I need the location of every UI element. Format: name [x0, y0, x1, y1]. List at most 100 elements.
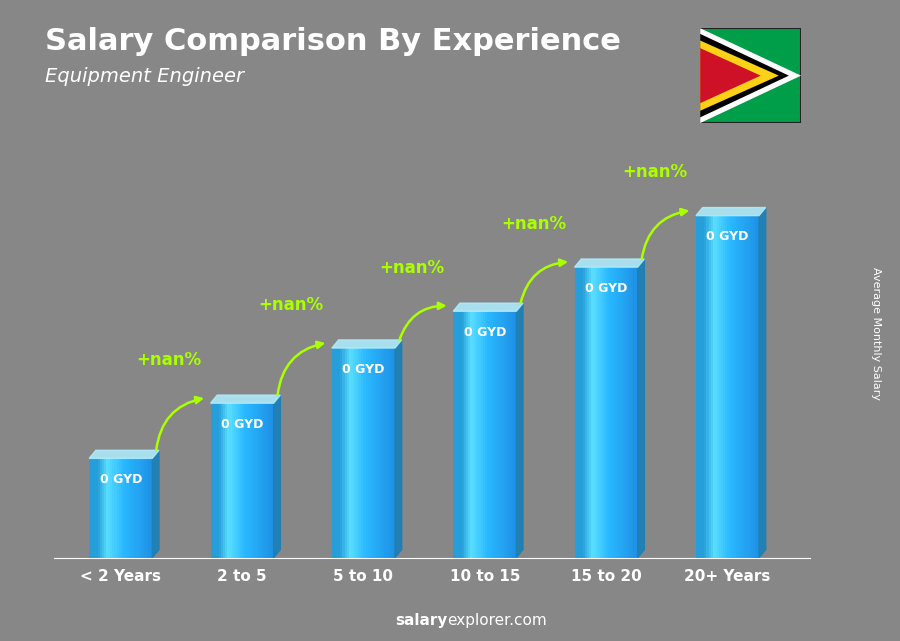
- Bar: [623, 267, 626, 558]
- Bar: [757, 215, 760, 558]
- Bar: [504, 312, 506, 558]
- Bar: [272, 403, 274, 558]
- Text: 0 GYD: 0 GYD: [220, 418, 264, 431]
- Bar: [510, 312, 512, 558]
- Bar: [501, 312, 504, 558]
- Polygon shape: [454, 303, 523, 312]
- Bar: [104, 458, 106, 558]
- Bar: [746, 215, 749, 558]
- Bar: [715, 215, 717, 558]
- Bar: [721, 215, 724, 558]
- Bar: [256, 403, 259, 558]
- Bar: [211, 403, 212, 558]
- Bar: [634, 267, 635, 558]
- Bar: [635, 267, 638, 558]
- Bar: [708, 215, 711, 558]
- Bar: [466, 312, 468, 558]
- Bar: [91, 458, 94, 558]
- Text: 0 GYD: 0 GYD: [706, 230, 749, 244]
- Bar: [236, 403, 238, 558]
- Bar: [365, 348, 368, 558]
- Bar: [125, 458, 127, 558]
- Polygon shape: [274, 395, 280, 558]
- Polygon shape: [759, 208, 766, 558]
- Bar: [144, 458, 146, 558]
- Bar: [489, 312, 491, 558]
- Polygon shape: [700, 48, 760, 103]
- Bar: [590, 267, 591, 558]
- Text: +nan%: +nan%: [258, 296, 323, 314]
- Bar: [234, 403, 236, 558]
- Bar: [751, 215, 752, 558]
- Bar: [338, 348, 340, 558]
- Bar: [102, 458, 104, 558]
- Bar: [574, 267, 577, 558]
- Bar: [387, 348, 389, 558]
- Bar: [702, 215, 705, 558]
- Bar: [719, 215, 721, 558]
- Bar: [230, 403, 231, 558]
- Bar: [131, 458, 133, 558]
- Bar: [487, 312, 489, 558]
- Bar: [713, 215, 715, 558]
- Text: +nan%: +nan%: [137, 351, 202, 369]
- Polygon shape: [638, 259, 644, 558]
- Bar: [579, 267, 581, 558]
- Bar: [250, 403, 253, 558]
- Bar: [711, 215, 713, 558]
- Bar: [244, 403, 247, 558]
- Bar: [457, 312, 460, 558]
- Bar: [364, 348, 365, 558]
- Bar: [585, 267, 588, 558]
- Bar: [361, 348, 364, 558]
- Bar: [732, 215, 733, 558]
- Bar: [221, 403, 223, 558]
- Bar: [351, 348, 353, 558]
- Bar: [334, 348, 337, 558]
- Bar: [610, 267, 613, 558]
- Bar: [269, 403, 272, 558]
- Polygon shape: [211, 395, 280, 403]
- Bar: [514, 312, 517, 558]
- Bar: [359, 348, 362, 558]
- Bar: [740, 215, 742, 558]
- Bar: [583, 267, 585, 558]
- Bar: [508, 312, 510, 558]
- Bar: [148, 458, 150, 558]
- Bar: [121, 458, 123, 558]
- Bar: [219, 403, 221, 558]
- Polygon shape: [517, 303, 523, 558]
- Bar: [696, 215, 698, 558]
- Bar: [353, 348, 356, 558]
- Bar: [498, 312, 500, 558]
- Bar: [142, 458, 144, 558]
- Bar: [474, 312, 476, 558]
- Bar: [332, 348, 334, 558]
- Bar: [700, 215, 702, 558]
- Bar: [599, 267, 602, 558]
- Bar: [462, 312, 464, 558]
- Bar: [346, 348, 349, 558]
- Bar: [626, 267, 627, 558]
- Polygon shape: [152, 450, 159, 558]
- Bar: [612, 267, 615, 558]
- Polygon shape: [700, 40, 778, 111]
- Bar: [615, 267, 616, 558]
- Bar: [136, 458, 138, 558]
- Bar: [259, 403, 261, 558]
- Bar: [228, 403, 230, 558]
- Bar: [479, 312, 481, 558]
- Bar: [512, 312, 515, 558]
- Bar: [468, 312, 470, 558]
- Bar: [717, 215, 719, 558]
- Bar: [357, 348, 359, 558]
- Bar: [122, 458, 125, 558]
- Bar: [598, 267, 600, 558]
- Bar: [110, 458, 112, 558]
- Polygon shape: [89, 450, 159, 458]
- Bar: [355, 348, 357, 558]
- Bar: [95, 458, 98, 558]
- Bar: [263, 403, 266, 558]
- Bar: [345, 348, 346, 558]
- Bar: [616, 267, 619, 558]
